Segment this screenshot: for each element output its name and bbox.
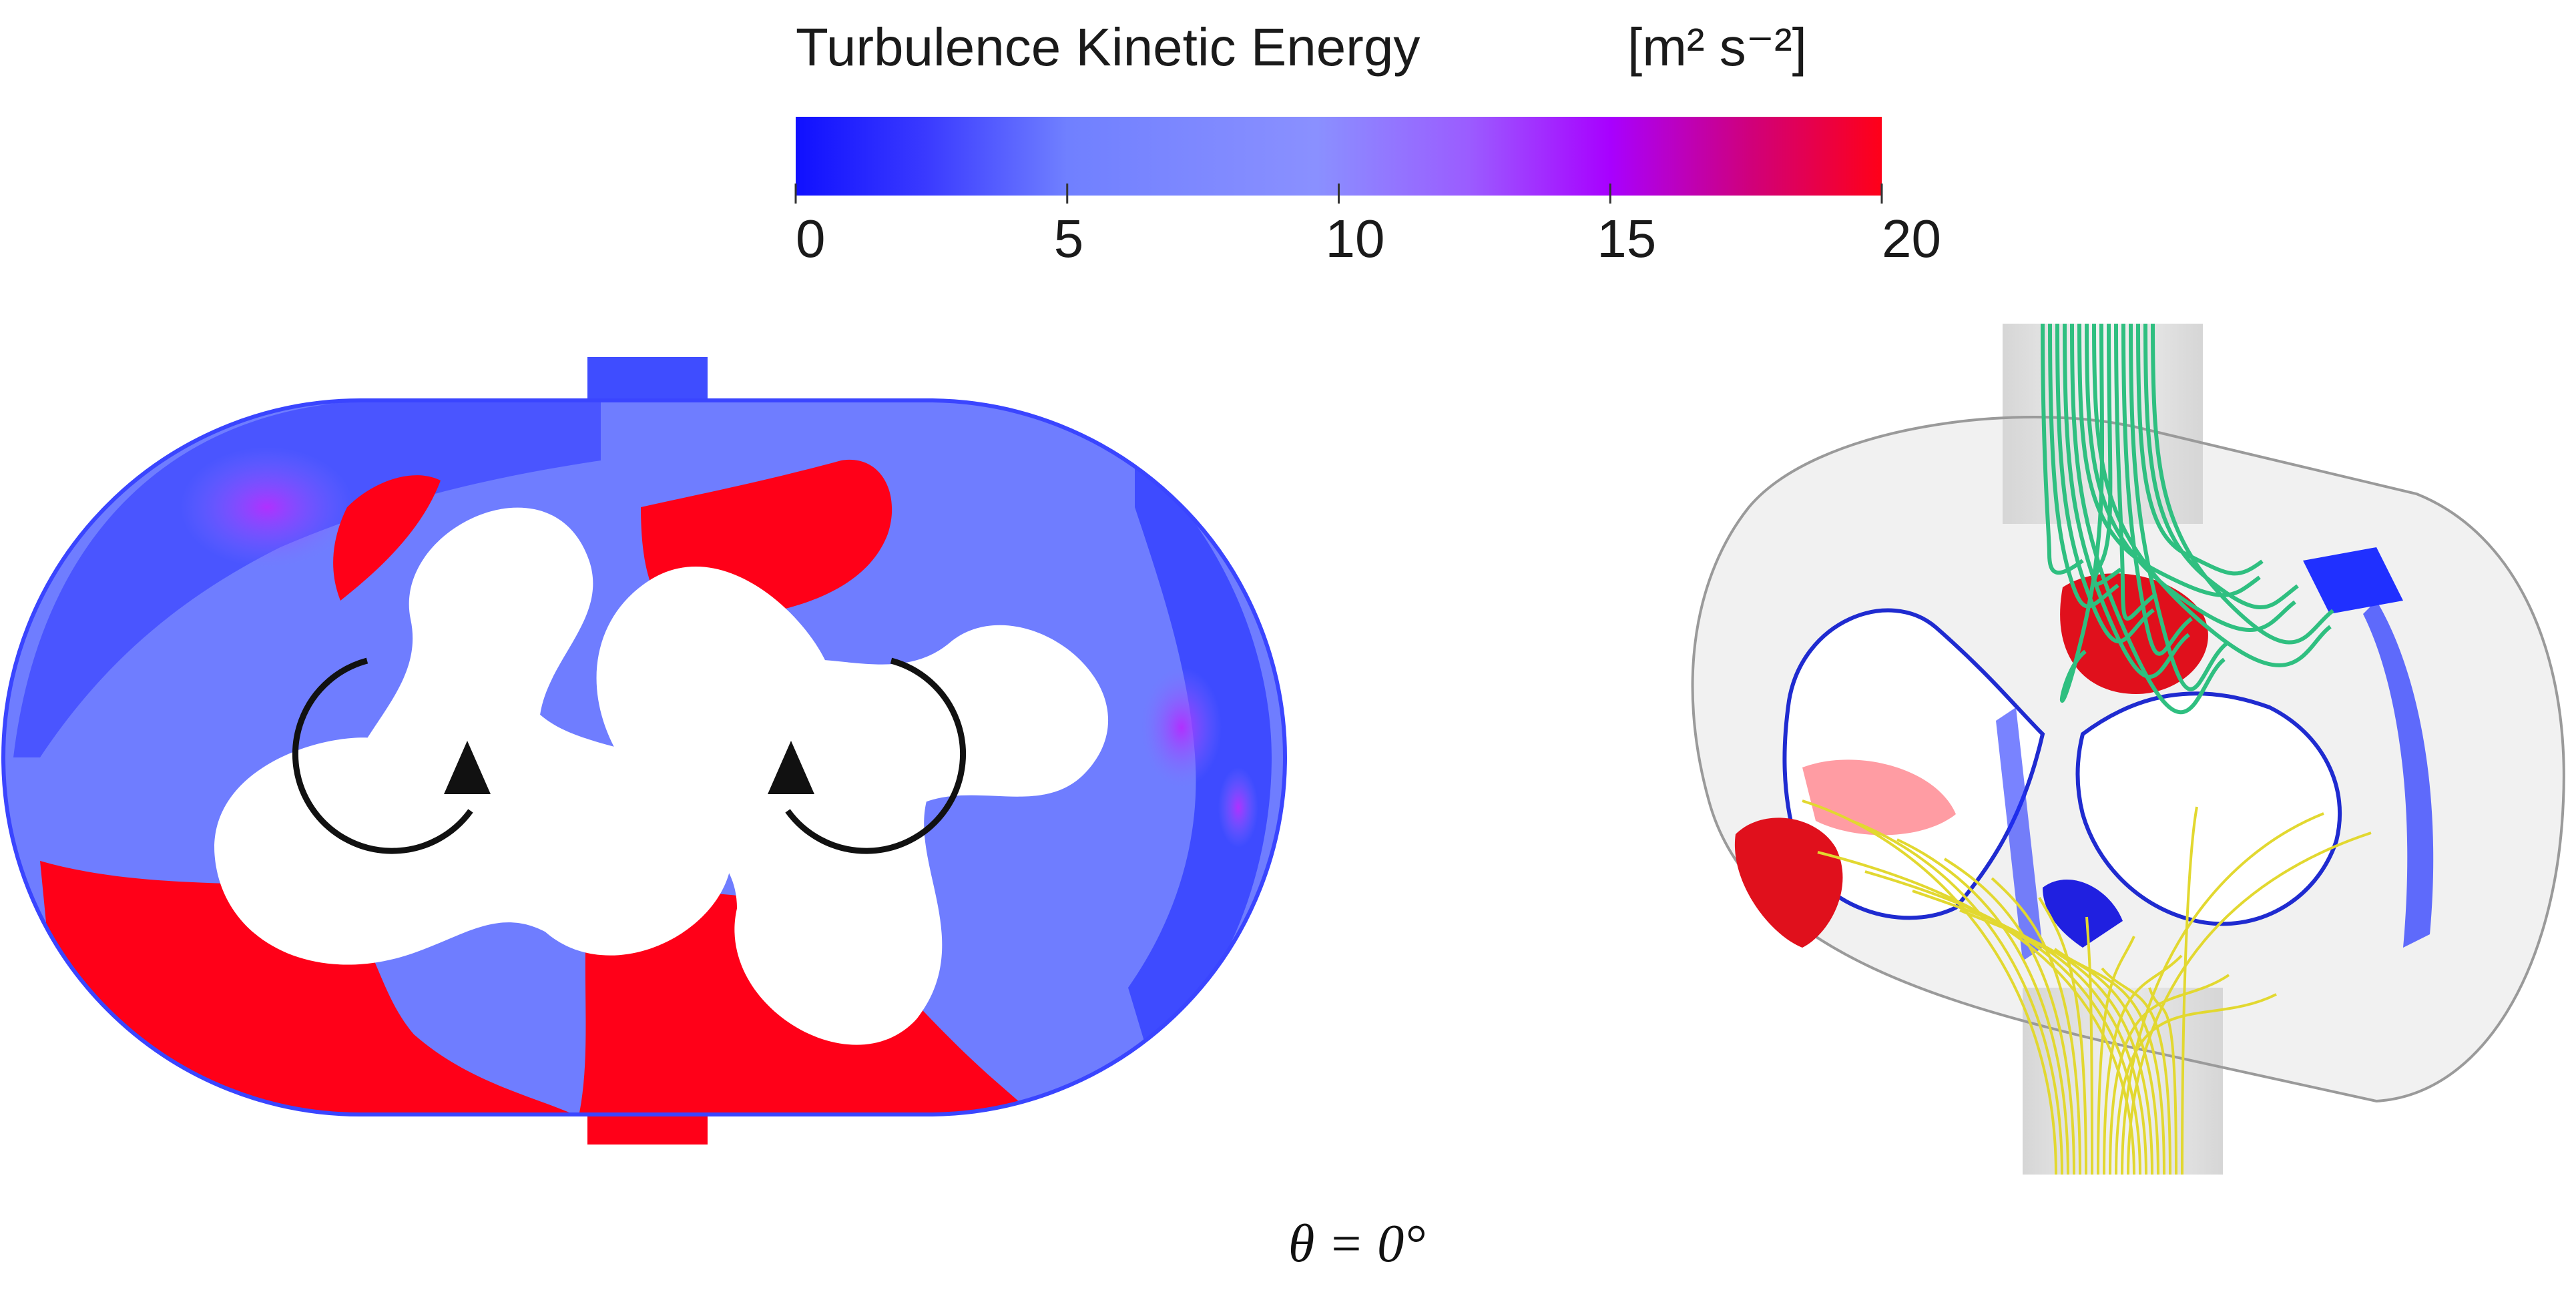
streamline [1864, 870, 2141, 1175]
high-tke-spot-left [180, 447, 354, 567]
high-tke-region-top-left-small [333, 475, 441, 601]
rotor-3d-view [1691, 323, 2565, 1175]
streamline [2038, 896, 2087, 1175]
colorbar-tick-label: 10 [1326, 209, 1385, 268]
casing-outline [1, 398, 1287, 1116]
colorbar-tick-label: 5 [1054, 209, 1084, 268]
streamline [2121, 812, 2324, 1175]
streamline [1912, 890, 2147, 1175]
streamline [2181, 806, 2198, 1175]
streamline [2007, 928, 2159, 1175]
clockwise-arrow-icon [768, 657, 967, 854]
streamline [2092, 323, 2122, 587]
streamline [2092, 323, 2332, 667]
rotor-band-3d-a [1996, 707, 2043, 961]
rotor-cross-section [1, 357, 1287, 1145]
streamline [2053, 948, 2165, 1175]
streamline [2097, 936, 2135, 1175]
inlet-streamlines [2041, 323, 2334, 715]
low-tke-region-top-left [13, 400, 601, 757]
colorbar-tick-label: 20 [1882, 209, 1941, 268]
streamline [2070, 323, 2226, 715]
high-tke-spot-right [1141, 667, 1222, 787]
streamline [2059, 323, 2105, 703]
colorbar-tick-label: 0 [796, 209, 826, 268]
streamline [2115, 993, 2277, 1175]
isosurface-blue-bottom [2043, 880, 2123, 948]
high-tke-spot-right-lower [1218, 767, 1258, 848]
colorbar-title: Turbulence Kinetic Energy [796, 17, 1420, 77]
streamline [2127, 832, 2372, 1175]
streamline [2063, 323, 2190, 679]
streamline [1959, 909, 2153, 1175]
outlet-streamlines [1802, 799, 2372, 1175]
streamline [2148, 987, 2177, 1175]
streamline [1943, 858, 2075, 1175]
streamline [1817, 851, 2135, 1175]
isosurface-red-left [1734, 818, 1843, 948]
rotor-band-3d-c [2363, 601, 2434, 948]
streamline [2136, 323, 2264, 576]
colorbar-gradient [796, 117, 1882, 196]
streamline [2101, 967, 2171, 1175]
front-rotor-cavity-right [2075, 691, 2342, 926]
streamline [2143, 323, 2299, 609]
streamline [2129, 323, 2228, 691]
streamline [2055, 323, 2155, 643]
streamline [1896, 838, 2069, 1175]
streamline [2151, 323, 2334, 645]
colorbar: Turbulence Kinetic Energy [m² s⁻²] 0 5 10 1… [794, 17, 1941, 268]
colorbar-ticks: 0 5 10 15 20 [794, 184, 1941, 268]
streamline [2041, 323, 2084, 575]
colorbar-tick-label: 15 [1597, 209, 1656, 268]
streamline [1849, 819, 2063, 1175]
right-rotor [596, 566, 1109, 1045]
streamline [1991, 877, 2081, 1175]
colorbar-unit: [m² s⁻²] [1627, 17, 1807, 77]
angle-caption: θ = 0° [1288, 1215, 1425, 1273]
streamline [2114, 323, 2157, 621]
rotor-band-3d-b [2303, 547, 2403, 614]
left-rotor [214, 507, 732, 965]
streamline [2085, 916, 2093, 1175]
counterclockwise-arrow-icon [292, 657, 491, 854]
